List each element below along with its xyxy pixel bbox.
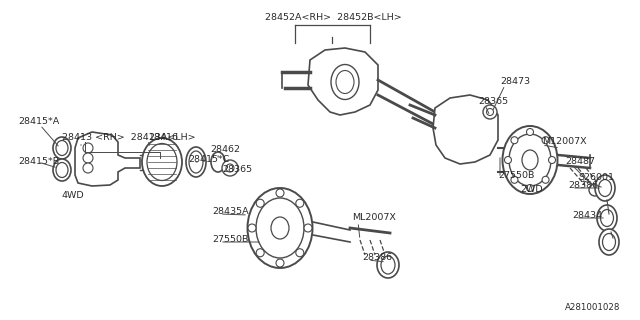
Ellipse shape bbox=[600, 210, 614, 227]
Text: 28365: 28365 bbox=[222, 165, 252, 174]
Ellipse shape bbox=[56, 163, 68, 178]
Circle shape bbox=[542, 176, 549, 183]
Circle shape bbox=[83, 143, 93, 153]
Ellipse shape bbox=[186, 147, 206, 177]
Circle shape bbox=[256, 249, 264, 257]
Ellipse shape bbox=[248, 188, 312, 268]
Text: 28416: 28416 bbox=[148, 133, 178, 142]
Ellipse shape bbox=[381, 256, 395, 274]
Text: 28487: 28487 bbox=[565, 157, 595, 166]
Circle shape bbox=[589, 184, 601, 196]
Circle shape bbox=[304, 224, 312, 232]
Text: M12007X: M12007X bbox=[542, 138, 587, 147]
Text: 2WD: 2WD bbox=[520, 186, 543, 195]
Ellipse shape bbox=[595, 175, 615, 201]
Ellipse shape bbox=[602, 234, 616, 251]
Circle shape bbox=[296, 199, 304, 207]
Ellipse shape bbox=[147, 143, 177, 180]
Circle shape bbox=[483, 105, 497, 119]
Text: 28415*C: 28415*C bbox=[188, 156, 229, 164]
Ellipse shape bbox=[598, 180, 611, 196]
Text: ML2007X: ML2007X bbox=[352, 213, 396, 222]
Circle shape bbox=[511, 137, 518, 144]
Circle shape bbox=[248, 224, 256, 232]
Text: 28365: 28365 bbox=[478, 98, 508, 107]
Circle shape bbox=[276, 259, 284, 267]
Text: 28386: 28386 bbox=[362, 253, 392, 262]
Text: 4WD: 4WD bbox=[62, 190, 84, 199]
Text: 28413 <RH>  28413A<LH>: 28413 <RH> 28413A<LH> bbox=[62, 133, 196, 142]
Ellipse shape bbox=[597, 205, 617, 231]
Text: 28415*B: 28415*B bbox=[18, 157, 59, 166]
Text: 28435A: 28435A bbox=[212, 207, 248, 217]
Ellipse shape bbox=[211, 152, 225, 172]
Ellipse shape bbox=[599, 229, 619, 255]
Ellipse shape bbox=[509, 134, 551, 186]
Circle shape bbox=[511, 176, 518, 183]
Circle shape bbox=[83, 163, 93, 173]
Circle shape bbox=[504, 156, 511, 164]
Ellipse shape bbox=[502, 126, 557, 194]
Text: 27550B: 27550B bbox=[498, 171, 534, 180]
Circle shape bbox=[222, 160, 238, 176]
Circle shape bbox=[83, 153, 93, 163]
Text: 28415*A: 28415*A bbox=[18, 117, 60, 126]
Polygon shape bbox=[75, 132, 140, 186]
Circle shape bbox=[527, 185, 534, 191]
Circle shape bbox=[226, 164, 234, 172]
Circle shape bbox=[548, 156, 556, 164]
Ellipse shape bbox=[142, 138, 182, 186]
Text: A281001028: A281001028 bbox=[564, 303, 620, 313]
Polygon shape bbox=[308, 48, 378, 115]
Ellipse shape bbox=[53, 137, 71, 159]
Ellipse shape bbox=[53, 159, 71, 181]
Circle shape bbox=[256, 199, 264, 207]
Polygon shape bbox=[433, 95, 498, 164]
Ellipse shape bbox=[271, 217, 289, 239]
Text: S26001: S26001 bbox=[578, 173, 614, 182]
Ellipse shape bbox=[522, 150, 538, 170]
Text: 28462: 28462 bbox=[210, 146, 240, 155]
Ellipse shape bbox=[256, 198, 304, 258]
Circle shape bbox=[296, 249, 304, 257]
Text: 28452A<RH>  28452B<LH>: 28452A<RH> 28452B<LH> bbox=[265, 13, 402, 22]
Ellipse shape bbox=[189, 151, 203, 173]
Ellipse shape bbox=[56, 140, 68, 156]
Circle shape bbox=[276, 189, 284, 197]
Text: 28473: 28473 bbox=[500, 77, 530, 86]
Ellipse shape bbox=[377, 252, 399, 278]
Text: 27550B: 27550B bbox=[212, 236, 248, 244]
Text: 28434: 28434 bbox=[572, 211, 602, 220]
Circle shape bbox=[486, 108, 493, 116]
Text: 28386: 28386 bbox=[568, 180, 598, 189]
Circle shape bbox=[527, 129, 534, 135]
Circle shape bbox=[542, 137, 549, 144]
